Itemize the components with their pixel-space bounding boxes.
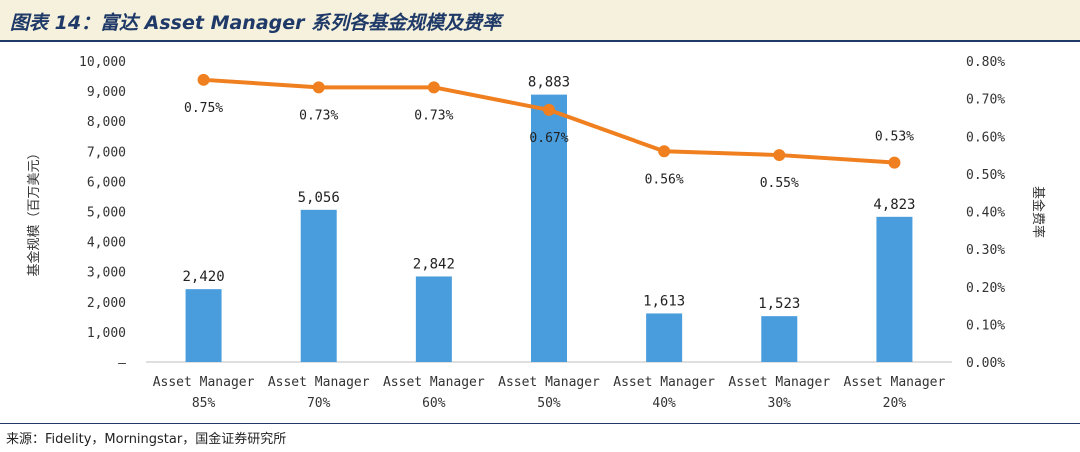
x-category-label: Asset Manager xyxy=(728,375,830,390)
y-left-tick-label: 1,000 xyxy=(87,326,126,341)
fee-rate-label: 0.73% xyxy=(299,108,338,123)
x-category-label: Asset Manager xyxy=(498,375,600,390)
x-category-sublabel: 85% xyxy=(192,396,216,411)
y-right-tick-label: 0.80% xyxy=(966,55,1005,70)
x-category-label: Asset Manager xyxy=(844,375,946,390)
y-right-tick-label: 0.00% xyxy=(966,356,1005,371)
y-right-tick-label: 0.30% xyxy=(966,243,1005,258)
fund-size-label: 2,420 xyxy=(182,269,224,285)
x-category-label: Asset Manager xyxy=(268,375,370,390)
source-divider xyxy=(0,423,1080,424)
fund-size-label: 2,842 xyxy=(413,256,455,272)
fund-size-label: 1,613 xyxy=(643,293,685,309)
fund-size-label: 8,883 xyxy=(528,75,570,91)
x-category-label: Asset Manager xyxy=(383,375,485,390)
y-left-tick-label: 7,000 xyxy=(87,145,126,160)
x-category-sublabel: 20% xyxy=(883,396,907,411)
y-right-axis-title: 基金费率 xyxy=(1030,186,1046,238)
fee-rate-label: 0.67% xyxy=(529,131,568,146)
y-right-tick-label: 0.50% xyxy=(966,168,1005,183)
fee-rate-point xyxy=(427,81,440,94)
fund-size-bar xyxy=(185,289,222,362)
fee-rate-label: 0.73% xyxy=(414,108,453,123)
fee-rate-label: 0.75% xyxy=(184,101,223,116)
y-right-tick-label: 0.20% xyxy=(966,281,1005,296)
y-left-tick-label: – xyxy=(118,356,126,371)
y-right-tick-label: 0.10% xyxy=(966,318,1005,333)
y-left-tick-label: 9,000 xyxy=(87,85,126,100)
y-left-tick-label: 4,000 xyxy=(87,236,126,251)
y-left-tick-label: 8,000 xyxy=(87,115,126,130)
fund-size-bar xyxy=(415,276,452,362)
fee-rate-point xyxy=(312,81,325,94)
fund-size-bar xyxy=(761,316,798,362)
fee-rate-label: 0.53% xyxy=(875,130,914,145)
x-category-sublabel: 40% xyxy=(652,396,676,411)
y-right-tick-label: 0.40% xyxy=(966,206,1005,221)
x-category-sublabel: 60% xyxy=(422,396,446,411)
y-left-axis-title: 基金规模（百万美元） xyxy=(26,146,42,276)
fund-size-bar xyxy=(300,209,337,362)
y-left-tick-label: 2,000 xyxy=(87,296,126,311)
x-category-sublabel: 30% xyxy=(768,396,792,411)
x-category-sublabel: 50% xyxy=(537,396,561,411)
fund-size-bar xyxy=(646,313,683,362)
y-left-tick-label: 6,000 xyxy=(87,175,126,190)
fee-rate-label: 0.56% xyxy=(645,172,684,187)
fee-rate-label: 0.55% xyxy=(760,176,799,191)
figure-header: 图表 14：富达 Asset Manager 系列各基金规模及费率 xyxy=(0,0,1080,42)
fund-size-label: 4,823 xyxy=(873,197,915,213)
fund-size-bar xyxy=(531,94,567,362)
fund-size-bar xyxy=(876,216,913,362)
fee-rate-point xyxy=(197,73,210,86)
figure-title: 图表 14：富达 Asset Manager 系列各基金规模及费率 xyxy=(10,12,502,34)
x-category-sublabel: 70% xyxy=(307,396,331,411)
fee-rate-point xyxy=(773,149,786,162)
fund-size-label: 1,523 xyxy=(758,296,800,312)
x-category-label: Asset Manager xyxy=(153,375,255,390)
y-right-tick-label: 0.70% xyxy=(966,93,1005,108)
y-left-tick-label: 3,000 xyxy=(87,266,126,281)
fund-size-label: 5,056 xyxy=(298,190,340,206)
x-category-label: Asset Manager xyxy=(613,375,715,390)
y-right-tick-label: 0.60% xyxy=(966,130,1005,145)
source-note: 来源：Fidelity，Morningstar，国金证券研究所 xyxy=(6,432,287,447)
y-left-tick-label: 10,000 xyxy=(79,55,126,70)
fee-rate-point xyxy=(888,156,901,169)
fee-rate-point xyxy=(658,145,671,158)
fee-rate-point xyxy=(543,103,555,116)
y-left-tick-label: 5,000 xyxy=(87,206,126,221)
